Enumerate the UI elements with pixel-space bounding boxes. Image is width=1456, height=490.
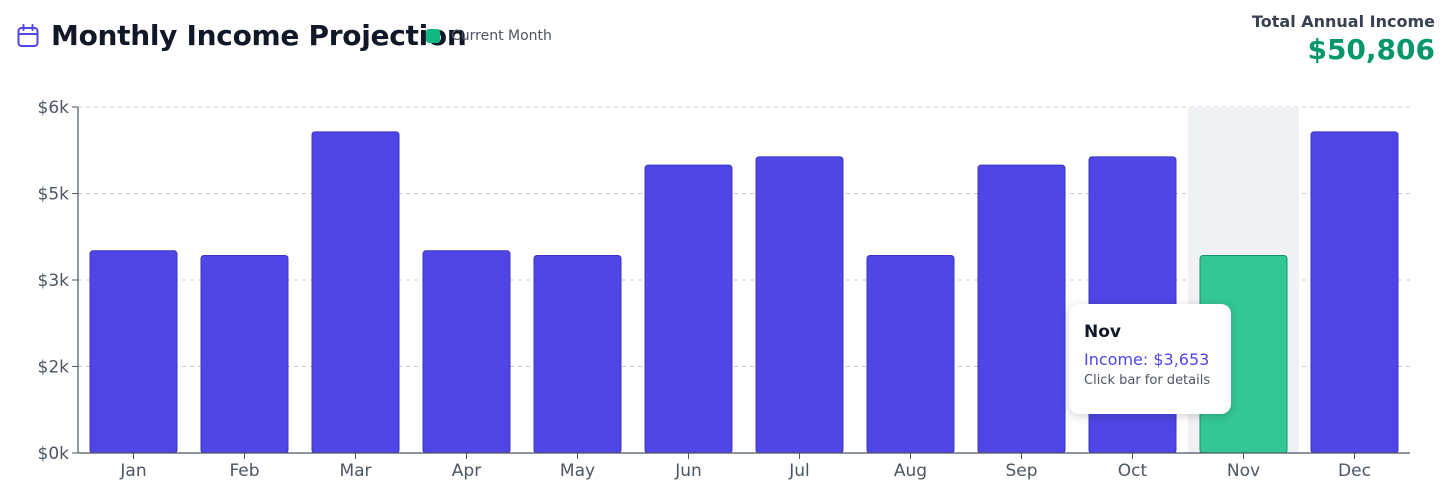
axes [72,106,1410,459]
x-tick-label: Mar [339,461,371,481]
x-tick-label: Aug [894,461,927,481]
y-tick-label: $5k [38,185,70,205]
chart-header: Monthly Income Projection Current Month … [0,0,1456,90]
y-tick-labels: $0k $2k $3k $5k $6k [38,98,70,464]
legend-swatch-current-month [426,29,440,43]
total-annual-income: Total Annual Income $50,806 [1252,12,1435,66]
bar-sep[interactable] [977,164,1066,454]
y-tick-label: $0k [38,444,70,464]
x-tick-label: Jun [674,461,702,481]
bar-apr[interactable] [422,250,511,454]
total-annual-income-value: $50,806 [1307,33,1435,66]
bar-mar[interactable] [311,131,400,454]
tooltip-income: Income: $3,653 [1084,350,1210,369]
bar-feb[interactable] [200,255,289,454]
legend: Current Month [426,28,552,44]
legend-label-current-month: Current Month [451,28,552,44]
x-tick-label: Sep [1005,461,1037,481]
calendar-icon [17,24,39,47]
grid-lines [78,106,1410,367]
x-tick-label: Jan [119,461,146,481]
bar-may[interactable] [533,255,622,454]
bar-jan[interactable] [89,250,178,454]
x-tick-label: Jul [788,461,810,481]
bar-tooltip: Nov Income: $3,653 Click bar for details [1069,304,1231,414]
y-tick-label: $3k [38,271,70,291]
x-tick-label: Apr [452,461,481,481]
x-tick-label: Feb [229,461,259,481]
bar-jul[interactable] [755,156,844,454]
bar-dec[interactable] [1310,131,1399,454]
page-title: Monthly Income Projection [51,19,467,52]
y-tick-label: $6k [38,98,70,118]
bar-jun[interactable] [644,164,733,454]
x-tick-label: Dec [1338,461,1371,481]
x-tick-label: Oct [1118,461,1148,481]
tooltip-hint: Click bar for details [1084,373,1211,388]
y-tick-label: $2k [38,358,70,378]
total-annual-income-label: Total Annual Income [1251,12,1435,31]
x-tick-labels: Jan Feb Mar Apr May Jun Jul Aug Sep Oct Nov Dec [119,461,1371,481]
x-tick-label: Nov [1227,461,1260,481]
tooltip-month: Nov [1084,322,1121,342]
bar-aug[interactable] [866,255,955,454]
x-tick-label: May [560,461,595,481]
